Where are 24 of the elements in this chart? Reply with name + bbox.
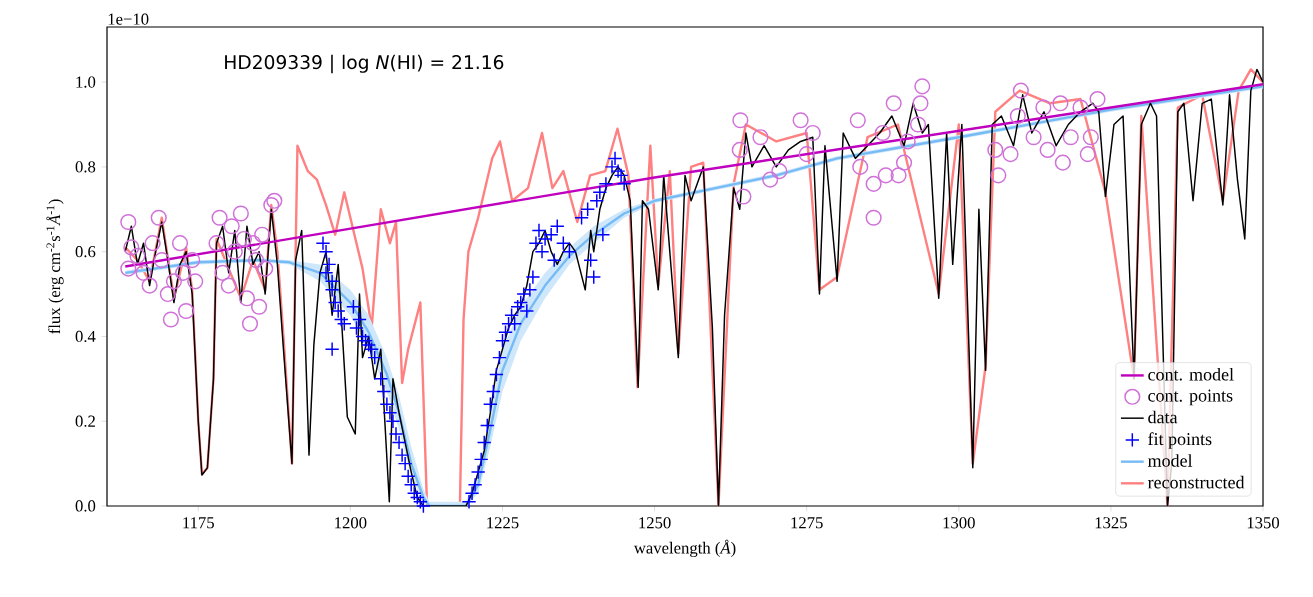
x-axis-title: wavelength (Å) [633,539,736,558]
x-tick-label: 1225 [487,517,519,529]
x-tick-label: 1200 [335,517,367,529]
x-tick-label: 1350 [1247,517,1280,529]
x-tick-label: 1250 [639,517,671,529]
y-tick-label: 0.6 [75,246,96,258]
y-tick-label: 0.0 [75,500,96,512]
y-tick-label: 0.2 [75,415,95,427]
x-tick-label: 1275 [791,517,823,529]
legend-label: data [1148,410,1178,424]
annotation: HD209339 | log N(HI) = 21.16 [225,54,504,74]
legend-label: cont. model [1148,367,1234,381]
y-axis-title: flux (erg cm$^{-2}$s$^{-1}$Å$^{-1}$) [46,199,64,334]
x-tick-label: 1175 [183,517,214,529]
x-tick-label: 1325 [1095,517,1127,529]
legend-label: cont. points [1148,389,1233,406]
legend-label: reconstructed [1147,475,1245,489]
x-tick-label: 1300 [943,517,975,529]
y-tick-label: 0.8 [75,161,96,173]
y-tick-label: 1.0 [76,76,96,88]
text: 1e−10 [108,13,149,25]
legend-label: fit points [1148,432,1212,449]
legend-label: model [1147,454,1193,467]
y-tick-label: 0.4 [75,330,96,343]
